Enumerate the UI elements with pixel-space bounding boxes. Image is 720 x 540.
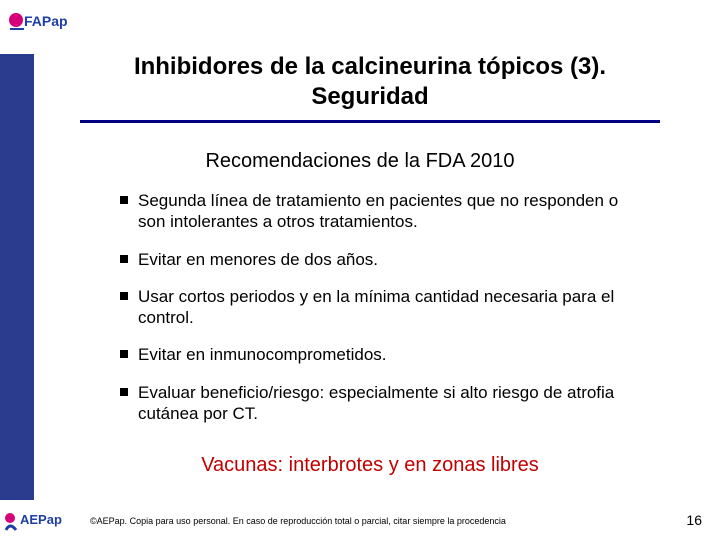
logo-top-text: FAPap [24, 13, 68, 29]
list-item: Segunda línea de tratamiento en paciente… [120, 190, 650, 233]
list-item: Usar cortos periodos y en la mínima cant… [120, 286, 650, 329]
bullet-text: Evitar en inmunocomprometidos. [138, 344, 387, 365]
slide: FAPap AEPap Inhibidores de la calcineuri… [0, 0, 720, 540]
list-item: Evaluar beneficio/riesgo: especialmente … [120, 382, 650, 425]
fapap-logo-icon: FAPap [6, 8, 72, 48]
square-bullet-icon [120, 255, 128, 263]
bullet-text: Evitar en menores de dos años. [138, 249, 378, 270]
slide-title: Inhibidores de la calcineurina tópicos (… [80, 52, 660, 112]
page-number: 16 [686, 512, 702, 528]
bullet-text: Usar cortos periodos y en la mínima cant… [138, 286, 650, 329]
callout-text: Vacunas: interbrotes y en zonas libres [80, 454, 660, 477]
square-bullet-icon [120, 350, 128, 358]
list-item: Evitar en menores de dos años. [120, 249, 650, 270]
logo-bottom: AEPap [2, 506, 70, 536]
list-item: Evitar en inmunocomprometidos. [120, 344, 650, 365]
logo-top: FAPap [6, 8, 72, 48]
sidebar-stripe [0, 54, 34, 500]
square-bullet-icon [120, 196, 128, 204]
bullet-text: Evaluar beneficio/riesgo: especialmente … [138, 382, 650, 425]
logo-bottom-text: AEPap [20, 512, 62, 527]
square-bullet-icon [120, 388, 128, 396]
footer-text: ©AEPap. Copia para uso personal. En caso… [90, 516, 630, 526]
subtitle: Recomendaciones de la FDA 2010 [80, 150, 640, 173]
title-underline [80, 120, 660, 123]
title-line-1: Inhibidores de la calcineurina tópicos (… [80, 52, 660, 82]
bullet-text: Segunda línea de tratamiento en paciente… [138, 190, 650, 233]
title-line-2: Seguridad [80, 82, 660, 112]
aepap-logo-icon: AEPap [2, 506, 70, 536]
bullet-list: Segunda línea de tratamiento en paciente… [120, 190, 650, 440]
square-bullet-icon [120, 292, 128, 300]
